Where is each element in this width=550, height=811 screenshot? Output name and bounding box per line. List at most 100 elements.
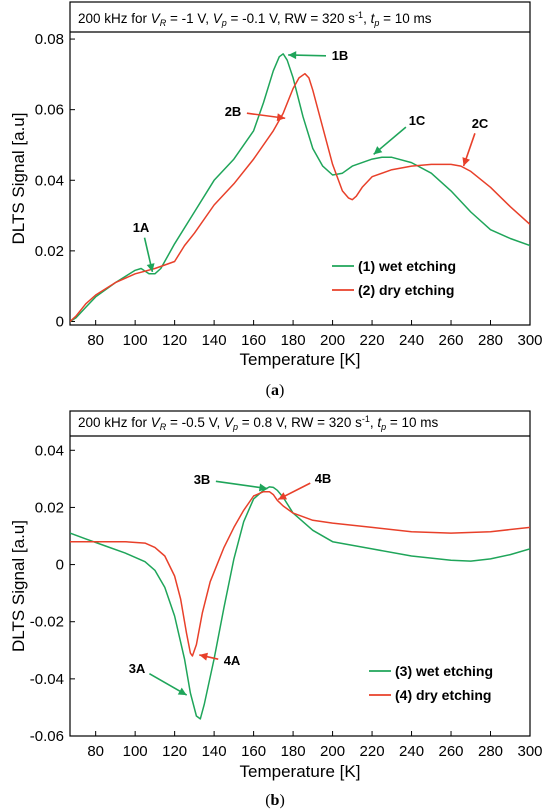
panel-caption: (a) <box>266 382 285 399</box>
x-tick-label: 100 <box>123 332 148 349</box>
annotation-3B: 3B <box>194 472 211 487</box>
title-part: = 0.8 V, RW = 320 s <box>238 415 362 430</box>
x-tick-label: 80 <box>87 332 104 349</box>
annotation-arrow <box>143 237 155 273</box>
title-part: V <box>213 11 224 26</box>
x-tick-label: 180 <box>281 743 306 760</box>
annotation-1A: 1A <box>133 220 150 235</box>
series-line-2 <box>70 490 530 657</box>
title-part: 200 kHz for <box>78 11 151 26</box>
x-tick-label: 120 <box>162 743 187 760</box>
x-tick-label: 220 <box>360 743 385 760</box>
annotation-arrow <box>215 480 268 492</box>
y-tick-label: -0.04 <box>30 671 64 688</box>
title-part: -1 <box>355 10 363 20</box>
annotation-1C: 1C <box>409 113 426 128</box>
y-tick-label: 0.08 <box>35 31 64 48</box>
annotation-arrow <box>246 112 286 122</box>
y-tick-label: 0.02 <box>35 499 64 516</box>
annotation-arrow <box>199 652 219 661</box>
title-part: p <box>380 422 386 432</box>
x-tick-label: 260 <box>439 332 464 349</box>
annotation-2B: 2B <box>225 104 242 119</box>
legend-entry: (3) wet etching <box>395 663 493 679</box>
panel-caption: (b) <box>265 792 285 809</box>
legend-entry: (2) dry etching <box>358 282 454 298</box>
legend-entry: (4) dry etching <box>395 687 491 703</box>
x-tick-label: 180 <box>281 332 306 349</box>
y-axis-label: DLTS Signal [a.u] <box>9 520 28 652</box>
y-tick-label: 0 <box>56 313 64 330</box>
title-part: 200 kHz for <box>78 415 151 430</box>
x-tick-label: 80 <box>87 743 104 760</box>
chart-title: 200 kHz for VR = -0.5 V, Vp = 0.8 V, RW … <box>78 414 439 432</box>
title-part: V <box>151 415 162 430</box>
x-tick-label: 220 <box>360 332 385 349</box>
plot-frame <box>69 410 531 737</box>
title-part: = 10 ms <box>386 415 438 430</box>
plot-frame <box>69 1 531 326</box>
title-part: = 10 ms <box>379 11 431 26</box>
x-tick-label: 160 <box>241 743 266 760</box>
title-part: t <box>377 415 382 430</box>
y-tick-label: 0.04 <box>35 442 64 459</box>
annotation-2C: 2C <box>472 116 489 131</box>
x-tick-label: 240 <box>399 743 424 760</box>
x-tick-label: 260 <box>439 743 464 760</box>
title-part: V <box>224 415 235 430</box>
annotation-arrow <box>373 126 407 155</box>
legend-entry: (1) wet etching <box>358 258 456 274</box>
annotation-4B: 4B <box>315 471 332 486</box>
chart-panel-a: 200 kHz for VR = -1 V, Vp = -0.1 V, RW =… <box>9 1 543 399</box>
x-axis-label: Temperature [K] <box>240 762 361 781</box>
title-part: = -0.5 V, <box>166 415 224 430</box>
caption-letter: a <box>271 382 279 399</box>
title-part: = -0.1 V, RW = 320 s <box>227 11 356 26</box>
x-tick-label: 160 <box>241 332 266 349</box>
annotation-arrow <box>288 51 327 60</box>
y-tick-label: -0.06 <box>30 728 64 745</box>
series-line-1 <box>70 53 530 323</box>
title-part: R <box>160 18 167 28</box>
title-part: p <box>221 18 227 28</box>
title-part: p <box>373 18 379 28</box>
annotation-4A: 4A <box>224 653 241 668</box>
series-line-2 <box>70 72 530 323</box>
y-tick-label: -0.02 <box>30 614 64 631</box>
x-axis-label: Temperature [K] <box>240 350 361 369</box>
title-part: p <box>232 422 238 432</box>
title-part: R <box>160 422 167 432</box>
annotation-arrow <box>277 482 311 501</box>
x-tick-label: 280 <box>478 332 503 349</box>
y-axis-label: DLTS Signal [a.u] <box>9 113 28 245</box>
annotation-arrow <box>148 672 188 696</box>
x-tick-label: 200 <box>320 332 345 349</box>
y-tick-label: 0.02 <box>35 243 64 260</box>
x-tick-label: 100 <box>123 743 148 760</box>
caption-letter: b <box>271 792 280 809</box>
title-part: t <box>371 11 376 26</box>
title-part: , <box>370 415 378 430</box>
annotation-3A: 3A <box>129 661 146 676</box>
y-tick-label: 0.06 <box>35 102 64 119</box>
chart-title: 200 kHz for VR = -1 V, Vp = -0.1 V, RW =… <box>78 10 432 28</box>
x-tick-label: 300 <box>517 743 542 760</box>
title-part: V <box>151 11 162 26</box>
x-tick-label: 240 <box>399 332 424 349</box>
y-tick-label: 0.04 <box>35 172 64 189</box>
x-tick-label: 120 <box>162 332 187 349</box>
x-tick-label: 140 <box>202 332 227 349</box>
title-part: -1 <box>362 414 370 424</box>
x-tick-label: 300 <box>517 332 542 349</box>
x-tick-label: 280 <box>478 743 503 760</box>
series-line-1 <box>70 486 530 720</box>
x-tick-label: 200 <box>320 743 345 760</box>
annotation-1B: 1B <box>332 48 349 63</box>
title-part: = -1 V, <box>166 11 212 26</box>
annotation-arrow <box>462 133 476 167</box>
chart-panel-b: 200 kHz for VR = -0.5 V, Vp = 0.8 V, RW … <box>9 410 543 809</box>
x-tick-label: 140 <box>202 743 227 760</box>
title-part: , <box>363 11 371 26</box>
y-tick-label: 0 <box>56 557 64 574</box>
